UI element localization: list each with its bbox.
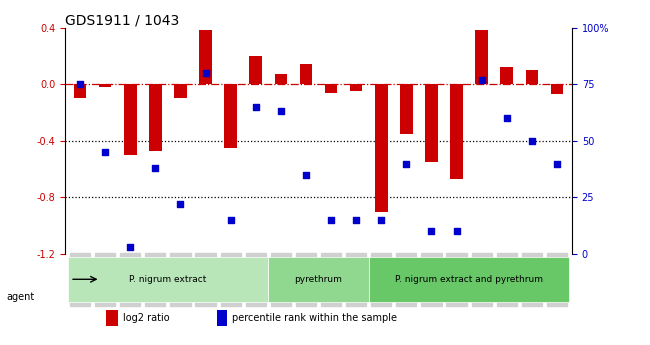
Text: percentile rank within the sample: percentile rank within the sample <box>232 313 397 323</box>
Point <box>301 172 311 178</box>
Point <box>125 245 135 250</box>
Bar <box>300 65 312 84</box>
Point <box>276 109 286 114</box>
Text: agent: agent <box>6 292 34 302</box>
Bar <box>105 310 118 326</box>
Point <box>200 70 211 76</box>
Bar <box>350 84 363 91</box>
Bar <box>325 84 337 93</box>
Bar <box>224 84 237 148</box>
Bar <box>99 84 111 87</box>
Bar <box>274 74 287 84</box>
Point <box>100 149 110 155</box>
Bar <box>450 84 463 179</box>
Text: P. nigrum extract and pyrethrum: P. nigrum extract and pyrethrum <box>395 275 543 284</box>
Text: pyrethrum: pyrethrum <box>294 275 343 284</box>
Point <box>150 165 161 171</box>
FancyBboxPatch shape <box>369 257 569 302</box>
Point <box>351 217 361 223</box>
Bar <box>250 56 262 84</box>
Bar <box>149 84 162 151</box>
Point <box>326 217 336 223</box>
Point <box>426 229 437 234</box>
Text: GDS1911 / 1043: GDS1911 / 1043 <box>65 13 179 28</box>
Bar <box>375 84 387 211</box>
Bar <box>551 84 563 94</box>
Bar <box>425 84 437 162</box>
Point <box>502 116 512 121</box>
Bar <box>500 67 513 84</box>
Point <box>75 81 85 87</box>
Bar <box>217 310 228 326</box>
Text: P. nigrum extract: P. nigrum extract <box>129 275 207 284</box>
Bar <box>475 30 488 84</box>
Point <box>552 161 562 166</box>
Text: log2 ratio: log2 ratio <box>124 313 170 323</box>
FancyBboxPatch shape <box>68 257 268 302</box>
Point <box>226 217 236 223</box>
Point <box>176 201 186 207</box>
Bar <box>400 84 413 134</box>
Point <box>376 217 387 223</box>
Bar <box>174 84 187 98</box>
Bar <box>74 84 86 98</box>
Bar <box>526 70 538 84</box>
Point <box>526 138 537 144</box>
FancyBboxPatch shape <box>268 257 369 302</box>
Point <box>476 77 487 82</box>
Point <box>451 229 462 234</box>
Point <box>250 104 261 110</box>
Point <box>401 161 411 166</box>
Bar <box>124 84 136 155</box>
Bar <box>200 30 212 84</box>
